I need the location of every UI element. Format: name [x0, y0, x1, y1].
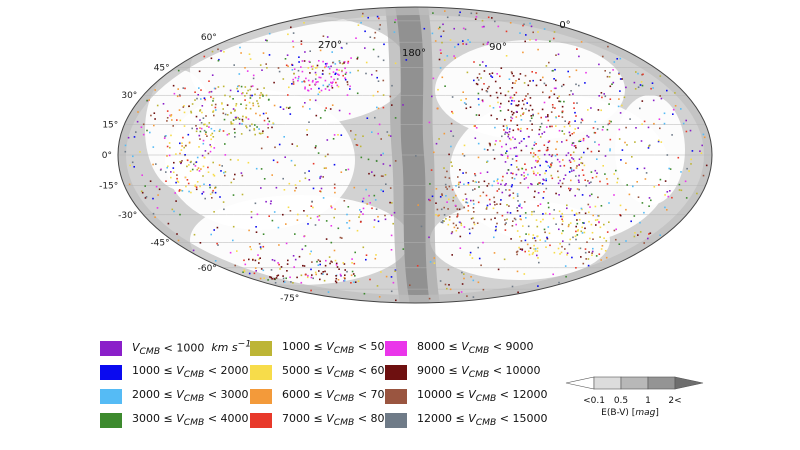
- map-content: [118, 7, 712, 303]
- legend-swatch: [250, 364, 272, 380]
- legend-swatch: [385, 412, 407, 428]
- colorbar-tick-label: 2<: [668, 396, 682, 406]
- colorbar-tick-label: 1: [645, 396, 651, 406]
- legend-label: 9000 ≤ VCMB < 10000: [417, 363, 541, 381]
- legend-swatch: [250, 412, 272, 428]
- low-extinction-region: [430, 200, 610, 280]
- legend-item: 1000 ≤ VCMB < 5000: [250, 338, 399, 358]
- legend-swatch: [385, 340, 407, 356]
- legend-label: 8000 ≤ VCMB < 9000: [417, 339, 534, 357]
- legend-item: 7000 ≤ VCMB < 8000: [250, 410, 399, 430]
- legend-item: VCMB < 1000 km s−1: [100, 338, 251, 358]
- legend-label: 1000 ≤ VCMB < 5000: [282, 339, 399, 357]
- latitude-tick-label: -45°: [150, 239, 169, 249]
- latitude-tick-label: 30°: [121, 91, 137, 101]
- latitude-tick-label: -30°: [118, 211, 137, 221]
- legend-item: 12000 ≤ VCMB < 15000: [385, 410, 548, 430]
- galactic-plane-halo: [385, 7, 440, 303]
- legend-item: 6000 ≤ VCMB < 7000: [250, 386, 399, 406]
- colorbar-bar: [565, 376, 704, 390]
- legend-swatch: [385, 364, 407, 380]
- map-outline: [117, 6, 713, 304]
- legend-label: 2000 ≤ VCMB < 3000: [132, 387, 249, 405]
- legend-swatch: [385, 388, 407, 404]
- colorbar-label: E(B-V) [mag]: [601, 408, 659, 418]
- sky-map: 60° 45° 30° 15° 0° -15° -30° -45° -60° -75° 270° 18…: [99, 6, 713, 304]
- legend-item: 9000 ≤ VCMB < 10000: [385, 362, 541, 382]
- colorbar-tick-label: 0.5: [613, 396, 629, 406]
- colorbar-tick-label: <0.1: [583, 396, 605, 406]
- legend-label: 1000 ≤ VCMB < 2000: [132, 363, 249, 381]
- legend-swatch: [100, 340, 122, 356]
- latitude-tick-label: -15°: [99, 181, 118, 191]
- legend-label: 3000 ≤ VCMB < 4000: [132, 411, 249, 429]
- legend-swatch: [250, 388, 272, 404]
- latitude-tick-label: -60°: [198, 264, 217, 274]
- longitude-tick-label: 0°: [559, 20, 570, 31]
- colorbar: E(B-V) [mag] <0.1 0.5 1 2<: [560, 372, 710, 422]
- legend-swatch: [100, 364, 122, 380]
- legend-item: 10000 ≤ VCMB < 12000: [385, 386, 548, 406]
- legend-item: 2000 ≤ VCMB < 3000: [100, 386, 249, 406]
- longitude-tick-label: 90°: [489, 42, 507, 53]
- longitude-tick-label: 270°: [318, 40, 342, 51]
- low-extinction-region: [190, 195, 410, 285]
- legend-label: 12000 ≤ VCMB < 15000: [417, 411, 548, 429]
- legend-swatch: [100, 388, 122, 404]
- longitude-tick-label: 180°: [402, 48, 426, 59]
- latitude-tick-label: 60°: [201, 33, 217, 43]
- legend-label: 7000 ≤ VCMB < 8000: [282, 411, 399, 429]
- legend-label: 10000 ≤ VCMB < 12000: [417, 387, 548, 405]
- legend-swatch: [100, 412, 122, 428]
- latitude-tick-label: 15°: [102, 121, 118, 131]
- legend-label: 5000 ≤ VCMB < 6000: [282, 363, 399, 381]
- latitude-tick-label: -75°: [280, 294, 299, 304]
- legend: VCMB < 1000 km s−1 1000 ≤ VCMB < 2000 2000…: [100, 338, 550, 438]
- legend-item: 3000 ≤ VCMB < 4000: [100, 410, 249, 430]
- latitude-tick-label: 45°: [154, 63, 170, 73]
- latitude-tick-label: 0°: [102, 151, 112, 161]
- legend-item: 8000 ≤ VCMB < 9000: [385, 338, 534, 358]
- legend-item: 1000 ≤ VCMB < 2000: [100, 362, 249, 382]
- legend-item: 5000 ≤ VCMB < 6000: [250, 362, 399, 382]
- galaxy-points: [124, 10, 708, 302]
- legend-label: 6000 ≤ VCMB < 7000: [282, 387, 399, 405]
- legend-swatch: [250, 340, 272, 356]
- low-extinction-region: [615, 95, 685, 205]
- legend-label: VCMB < 1000 km s−1: [132, 338, 252, 358]
- low-extinction-region: [145, 70, 215, 190]
